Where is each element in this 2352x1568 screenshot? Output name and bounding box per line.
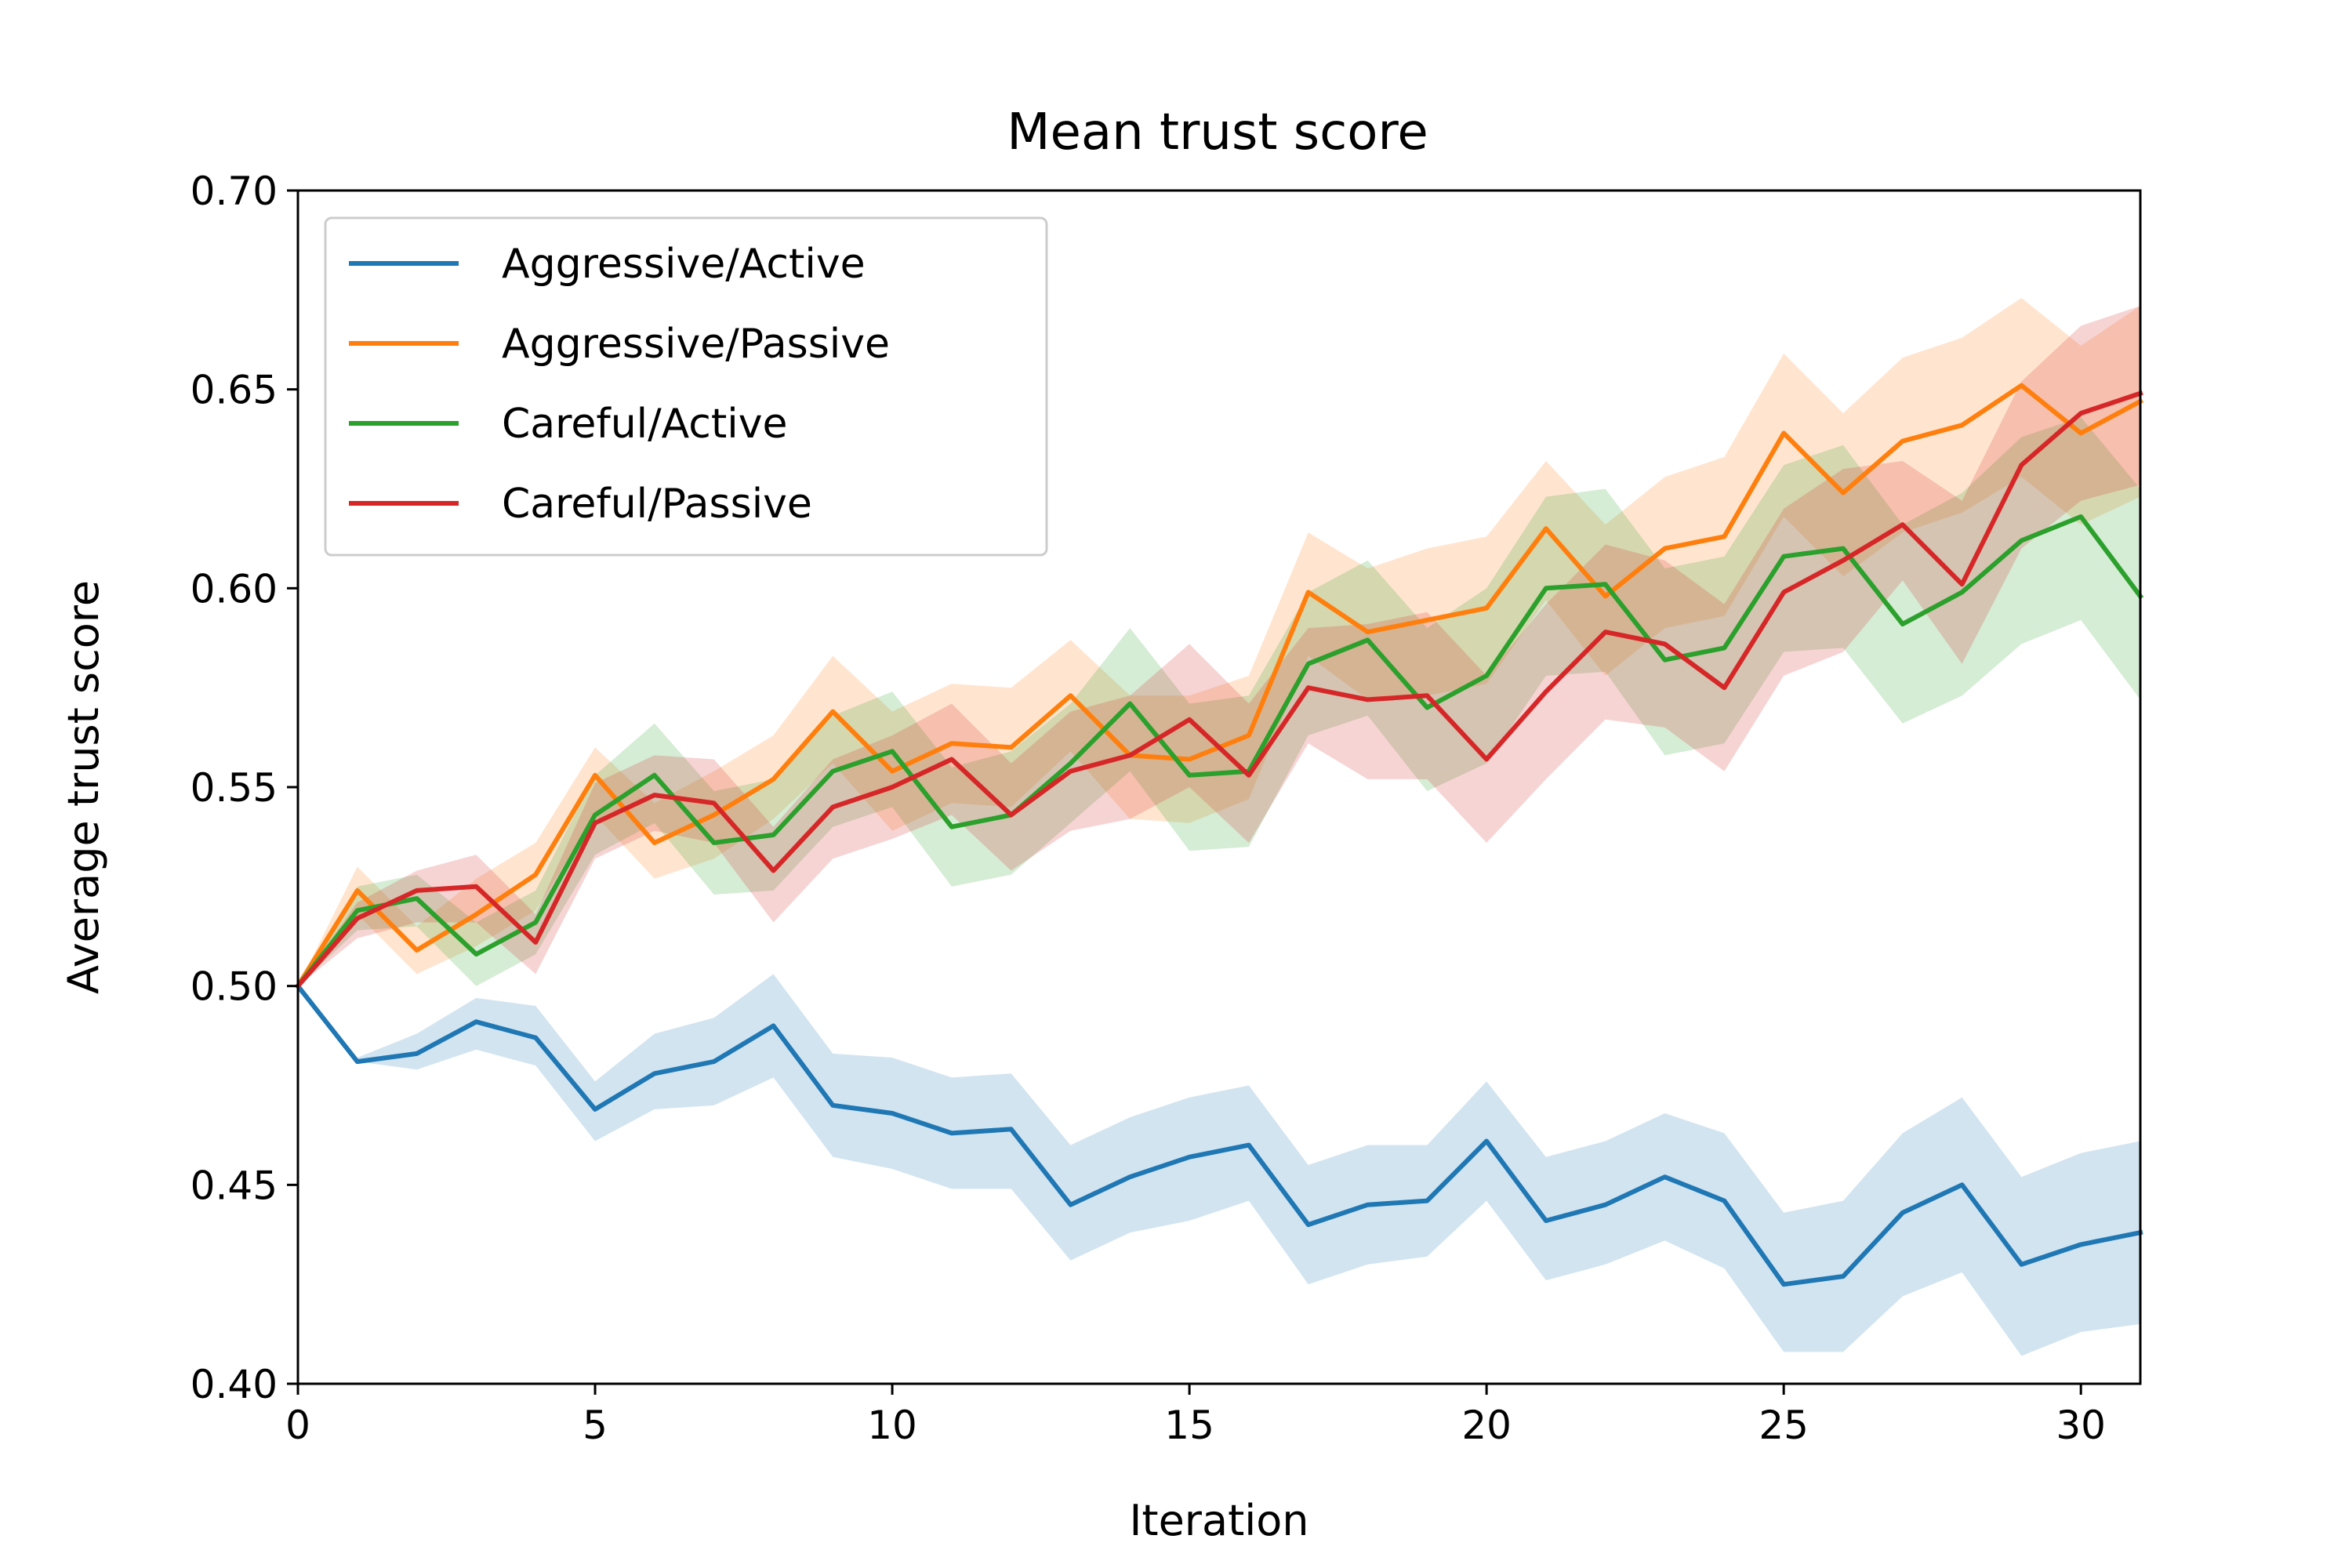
series-line-3	[294, 390, 2143, 989]
legend-box	[324, 216, 1048, 557]
confidence-band-0	[298, 974, 2140, 1356]
x-axis: 0 5 10 15 20 25 30	[285, 1384, 2106, 1448]
legend-label-0: Aggressive/Active	[502, 241, 866, 288]
confidence-band-1	[298, 298, 2140, 986]
x-tick-label: 30	[2056, 1403, 2106, 1448]
confidence-band-2	[298, 417, 2140, 986]
series-lines	[294, 383, 2144, 1287]
y-tick-label: 0.65	[191, 368, 278, 413]
series-line-2	[294, 514, 2144, 989]
x-tick-label: 25	[1759, 1403, 1809, 1448]
confidence-bands	[298, 298, 2140, 1356]
x-tick-label: 15	[1164, 1403, 1214, 1448]
x-tick-label: 0	[285, 1403, 310, 1448]
y-tick-label: 0.50	[191, 964, 278, 1010]
y-tick-label: 0.70	[191, 169, 278, 214]
x-tick-label: 10	[867, 1403, 917, 1448]
series-line-0	[294, 982, 2143, 1287]
x-tick-label: 5	[583, 1403, 608, 1448]
legend-label-1: Aggressive/Passive	[502, 321, 890, 368]
legend-label-2: Careful/Active	[502, 401, 787, 448]
x-axis-label: Iteration	[1129, 1496, 1308, 1545]
y-tick-label: 0.60	[191, 566, 278, 612]
y-tick-label: 0.40	[191, 1362, 278, 1407]
y-tick-label: 0.55	[191, 765, 278, 811]
y-axis-label: Average trust score	[59, 580, 108, 994]
confidence-band-3	[298, 306, 2140, 986]
chart-title: Mean trust score	[1007, 103, 1428, 162]
legend-label-3: Careful/Passive	[502, 481, 812, 528]
y-axis: 0.40 0.45 0.50 0.55 0.60 0.65 0.70	[191, 169, 298, 1407]
x-tick-label: 20	[1461, 1403, 1512, 1448]
legend: Aggressive/Active Aggressive/Passive Caref…	[324, 216, 1048, 557]
y-tick-label: 0.45	[191, 1163, 278, 1208]
